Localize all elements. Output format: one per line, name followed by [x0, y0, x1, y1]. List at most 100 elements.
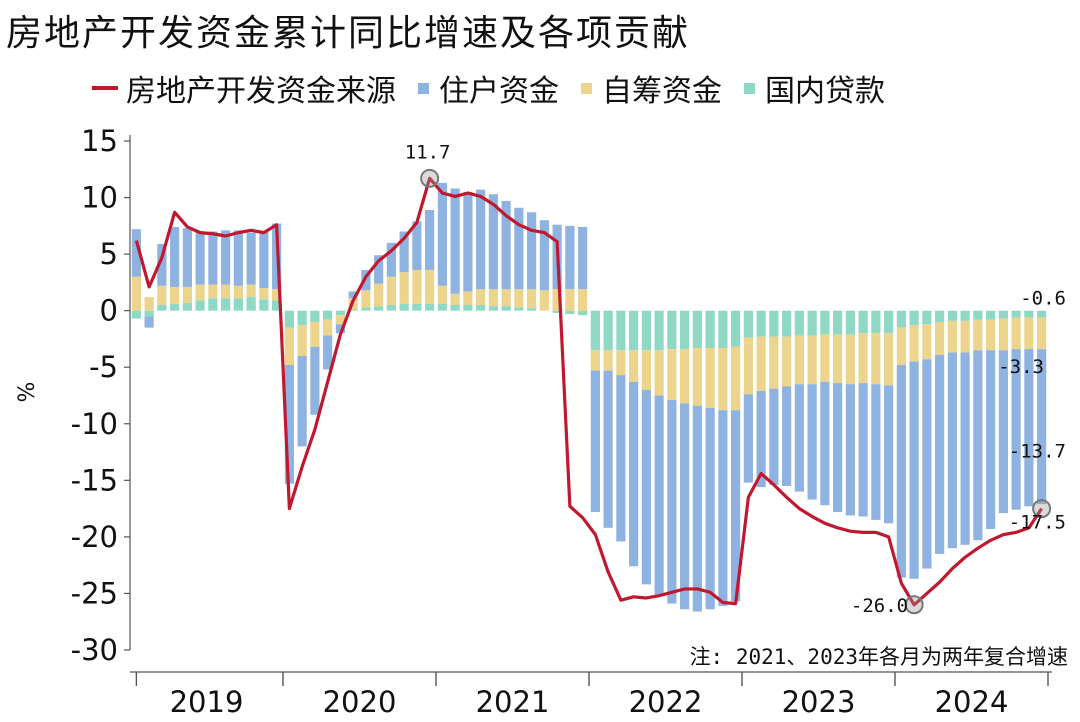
- bar-self-raised: [361, 290, 371, 308]
- highlight-marker: [1032, 499, 1052, 519]
- bar-domestic-loans: [820, 310, 830, 335]
- bar-self-raised: [884, 333, 894, 386]
- bar-household: [412, 221, 422, 270]
- bar-household: [667, 400, 677, 604]
- bar-household: [998, 350, 1008, 514]
- bar-self-raised: [820, 334, 830, 382]
- bar-domestic-loans: [1024, 310, 1034, 318]
- bar-household: [386, 242, 396, 277]
- bar-household: [947, 352, 957, 549]
- bar-household: [833, 383, 843, 513]
- bar-household: [820, 381, 830, 506]
- label-domestic-loans-last: -0.6: [1020, 288, 1066, 310]
- y-tick-label: -10: [71, 407, 118, 441]
- labels-layer: 11.7 -0.6 -3.3 -13.7 -17.5 -26.0: [405, 141, 1066, 616]
- bar-household: [680, 403, 690, 610]
- bar-self-raised: [935, 321, 945, 355]
- bar-domestic-loans: [144, 310, 154, 317]
- bar-self-raised: [769, 336, 779, 389]
- bar-household: [960, 352, 970, 545]
- bar-domestic-loans: [552, 310, 562, 313]
- bar-household: [935, 354, 945, 554]
- bar-domestic-loans: [1011, 310, 1021, 318]
- bar-self-raised: [488, 289, 498, 307]
- bar-self-raised: [437, 285, 447, 304]
- bar-household: [425, 210, 435, 270]
- bar-self-raised: [845, 334, 855, 385]
- bar-household: [731, 410, 741, 602]
- bar-self-raised: [182, 286, 192, 303]
- bar-household: [782, 386, 792, 486]
- bar-self-raised: [246, 284, 256, 298]
- bar-domestic-loans: [654, 310, 664, 351]
- highlight-marker: [420, 168, 440, 188]
- bar-household: [348, 291, 358, 299]
- bar-domestic-loans: [437, 303, 447, 311]
- bar-self-raised: [603, 350, 613, 371]
- bar-household: [233, 230, 243, 286]
- bar-domestic-loans: [463, 305, 473, 311]
- bar-household: [578, 226, 588, 290]
- bar-self-raised: [463, 291, 473, 306]
- legend-item-self-raised: 自筹资金: [581, 66, 722, 110]
- bar-self-raised: [590, 350, 600, 371]
- axes-layer: 15 10 5 0 -5 -10 -15 -20 -25 -30 2019 2020 2021 2022 2…: [71, 124, 1052, 719]
- y-tick-label: -30: [71, 633, 118, 667]
- bar-domestic-loans: [756, 310, 766, 337]
- bar-household: [1024, 349, 1034, 507]
- bar-household: [629, 381, 639, 567]
- bar-domestic-loans: [858, 310, 868, 334]
- bar-household: [450, 188, 460, 294]
- bar-self-raised: [947, 320, 957, 353]
- bar-domestic-loans: [705, 310, 715, 348]
- bar-domestic-loans: [272, 300, 282, 311]
- x-tick-label: 2021: [476, 685, 550, 719]
- footnote: 注: 2021、2023年各月为两年复合增速: [690, 645, 1068, 669]
- bar-domestic-loans: [348, 309, 358, 311]
- bar-domestic-loans: [590, 310, 600, 351]
- bar-self-raised: [450, 293, 460, 306]
- bar-domestic-loans: [501, 306, 511, 311]
- bar-self-raised: [680, 349, 690, 404]
- bar-domestic-loans: [833, 310, 843, 335]
- bar-self-raised: [756, 336, 766, 391]
- bar-household: [246, 232, 256, 285]
- bar-domestic-loans: [284, 310, 294, 328]
- bar-household: [437, 182, 447, 286]
- bar-self-raised: [782, 336, 792, 387]
- bar-domestic-loans: [297, 310, 307, 326]
- y-tick-label: 0: [100, 294, 118, 328]
- bar-self-raised: [896, 327, 906, 365]
- legend-line-swatch: [92, 86, 118, 90]
- bar-self-raised: [731, 346, 741, 411]
- bar-domestic-loans: [170, 303, 180, 311]
- bar-domestic-loans: [208, 298, 218, 311]
- x-tick-label: 2020: [323, 685, 397, 719]
- bar-self-raised: [221, 284, 231, 299]
- bar-self-raised: [552, 289, 562, 311]
- legend-item-household: 住户资金: [418, 66, 559, 110]
- bar-household: [590, 370, 600, 513]
- bar-household: [539, 220, 549, 291]
- bar-self-raised: [399, 272, 409, 304]
- bar-self-raised: [1011, 317, 1021, 350]
- bar-domestic-loans: [182, 302, 192, 311]
- bar-domestic-loans: [195, 300, 205, 311]
- y-tick-label: 15: [81, 124, 118, 158]
- bar-self-raised: [374, 283, 384, 307]
- bar-household: [743, 394, 753, 483]
- bar-domestic-loans: [922, 310, 932, 325]
- bar-household: [756, 390, 766, 488]
- y-tick-label: 5: [100, 237, 118, 271]
- bar-domestic-loans: [884, 310, 894, 334]
- legend-label: 自筹资金: [602, 74, 722, 109]
- y-tick-label: -20: [71, 520, 118, 554]
- bar-domestic-loans: [935, 310, 945, 322]
- bar-domestic-loans: [692, 310, 702, 348]
- bar-domestic-loans: [909, 310, 919, 326]
- y-tick-label: -5: [89, 350, 118, 384]
- label-household-last: -13.7: [1009, 441, 1066, 463]
- bar-household: [922, 359, 932, 569]
- bar-self-raised: [654, 350, 664, 396]
- bar-domestic-loans: [998, 310, 1008, 319]
